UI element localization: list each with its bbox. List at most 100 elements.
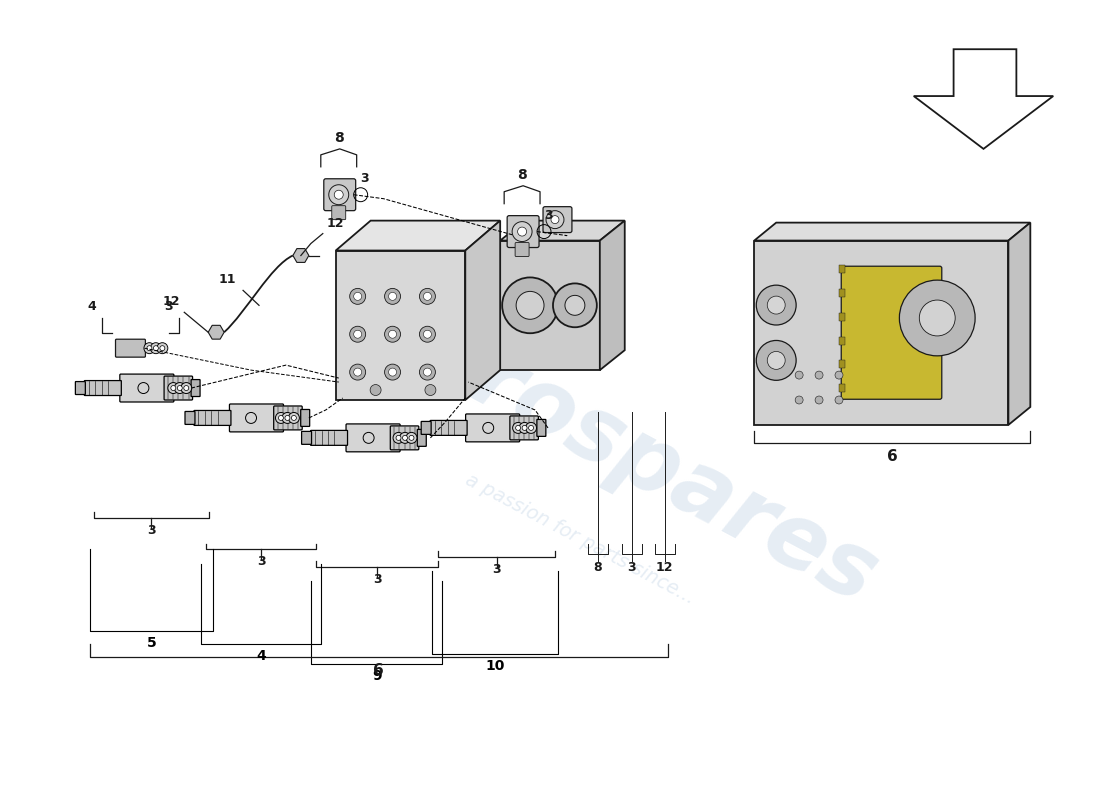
- FancyBboxPatch shape: [301, 431, 311, 444]
- Circle shape: [275, 413, 286, 423]
- Circle shape: [403, 435, 407, 440]
- Text: 12: 12: [327, 217, 344, 230]
- Polygon shape: [600, 221, 625, 370]
- Text: 8: 8: [594, 562, 602, 574]
- Circle shape: [522, 426, 527, 430]
- Circle shape: [170, 386, 176, 390]
- FancyBboxPatch shape: [465, 414, 519, 442]
- FancyBboxPatch shape: [755, 241, 1009, 425]
- FancyBboxPatch shape: [332, 206, 345, 220]
- Circle shape: [292, 415, 296, 421]
- Circle shape: [329, 185, 349, 205]
- Circle shape: [795, 396, 803, 404]
- FancyBboxPatch shape: [310, 430, 348, 446]
- FancyBboxPatch shape: [510, 416, 538, 440]
- Circle shape: [757, 341, 796, 380]
- Circle shape: [370, 385, 381, 395]
- Circle shape: [516, 426, 520, 430]
- Circle shape: [144, 342, 155, 354]
- Circle shape: [393, 432, 404, 443]
- Circle shape: [900, 280, 975, 356]
- FancyBboxPatch shape: [515, 242, 529, 257]
- FancyBboxPatch shape: [390, 426, 419, 450]
- Circle shape: [399, 432, 410, 443]
- Circle shape: [388, 368, 396, 376]
- Text: 12: 12: [163, 295, 180, 308]
- Polygon shape: [914, 50, 1053, 149]
- Circle shape: [350, 288, 365, 304]
- Circle shape: [767, 351, 785, 370]
- Text: 9: 9: [372, 669, 382, 683]
- Bar: [839, 384, 845, 392]
- Circle shape: [757, 285, 796, 325]
- Circle shape: [419, 326, 436, 342]
- Circle shape: [419, 288, 436, 304]
- FancyBboxPatch shape: [194, 410, 231, 426]
- FancyBboxPatch shape: [507, 216, 539, 247]
- Circle shape: [157, 342, 168, 354]
- FancyBboxPatch shape: [76, 382, 86, 394]
- Text: 3: 3: [164, 300, 173, 314]
- Bar: [839, 266, 845, 273]
- Text: 6: 6: [373, 663, 384, 678]
- Circle shape: [565, 295, 585, 315]
- Text: 5: 5: [146, 636, 156, 650]
- Polygon shape: [500, 221, 625, 241]
- Circle shape: [835, 371, 843, 379]
- Circle shape: [424, 292, 431, 300]
- Circle shape: [767, 296, 785, 314]
- FancyBboxPatch shape: [120, 374, 174, 402]
- FancyBboxPatch shape: [346, 424, 400, 452]
- Text: 3: 3: [147, 523, 156, 537]
- Circle shape: [409, 435, 414, 440]
- FancyBboxPatch shape: [85, 381, 121, 395]
- Circle shape: [385, 364, 400, 380]
- Circle shape: [529, 426, 534, 430]
- Polygon shape: [336, 221, 500, 250]
- Circle shape: [184, 386, 189, 390]
- Text: 3: 3: [493, 563, 500, 577]
- Circle shape: [354, 292, 362, 300]
- Circle shape: [153, 346, 158, 350]
- Circle shape: [553, 283, 597, 327]
- Circle shape: [151, 342, 162, 354]
- Bar: [839, 361, 845, 369]
- Text: 11: 11: [219, 274, 236, 286]
- FancyBboxPatch shape: [274, 406, 302, 430]
- Circle shape: [354, 330, 362, 338]
- Circle shape: [815, 371, 823, 379]
- Text: eurospares: eurospares: [348, 277, 892, 622]
- FancyBboxPatch shape: [323, 178, 355, 210]
- Circle shape: [516, 291, 544, 319]
- Polygon shape: [755, 222, 1031, 241]
- Text: 12: 12: [656, 562, 673, 574]
- FancyBboxPatch shape: [421, 422, 431, 434]
- FancyBboxPatch shape: [500, 241, 600, 370]
- FancyBboxPatch shape: [430, 421, 468, 435]
- Polygon shape: [1009, 222, 1031, 425]
- Text: 10: 10: [485, 659, 505, 673]
- Circle shape: [174, 382, 185, 394]
- Circle shape: [518, 227, 527, 236]
- Text: 3: 3: [373, 574, 382, 586]
- Circle shape: [350, 364, 365, 380]
- Circle shape: [168, 382, 179, 394]
- Circle shape: [278, 415, 284, 421]
- FancyBboxPatch shape: [191, 379, 200, 397]
- Circle shape: [424, 330, 431, 338]
- FancyBboxPatch shape: [116, 339, 145, 357]
- Text: 4: 4: [87, 300, 96, 314]
- Circle shape: [519, 422, 530, 434]
- Bar: [839, 289, 845, 297]
- Text: 6: 6: [887, 449, 898, 464]
- Circle shape: [815, 396, 823, 404]
- Circle shape: [354, 368, 362, 376]
- Circle shape: [425, 385, 436, 395]
- Circle shape: [147, 346, 152, 350]
- Text: 8: 8: [334, 131, 343, 145]
- Text: 3: 3: [544, 209, 552, 222]
- Polygon shape: [465, 221, 501, 400]
- Circle shape: [285, 415, 290, 421]
- Text: 3: 3: [361, 172, 370, 185]
- Circle shape: [396, 435, 402, 440]
